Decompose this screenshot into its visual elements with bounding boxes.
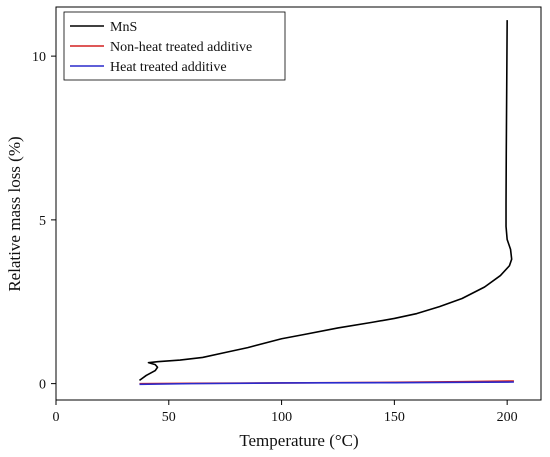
series-line-heat-treated-additive (139, 381, 514, 386)
axis-ticks: 0 50 100 150 200 0 5 10 (32, 50, 518, 425)
plot-border (55, 6, 542, 401)
legend: MnS Non-heat treated additive Heat treated… (63, 11, 286, 81)
y-tick-label: 5 (39, 214, 46, 229)
y-tick-label: 10 (32, 50, 46, 65)
series-line-mns (138, 20, 513, 381)
series-layer (138, 20, 514, 386)
legend-entry: Non-heat treated additive (110, 40, 252, 55)
legend-entry: Heat treated additive (110, 60, 227, 75)
y-tick-label: 0 (39, 378, 46, 393)
x-tick-label: 0 (53, 410, 60, 425)
x-tick-label: 50 (162, 410, 176, 425)
x-tick-label: 150 (384, 410, 405, 425)
x-tick-label: 200 (497, 410, 518, 425)
x-axis-title: Temperature (°C) (239, 431, 358, 450)
x-tick-label: 100 (271, 410, 292, 425)
y-axis-title: Relative mass loss (%) (5, 136, 24, 291)
plot-area (55, 6, 542, 401)
legend-entry: MnS (110, 20, 137, 35)
